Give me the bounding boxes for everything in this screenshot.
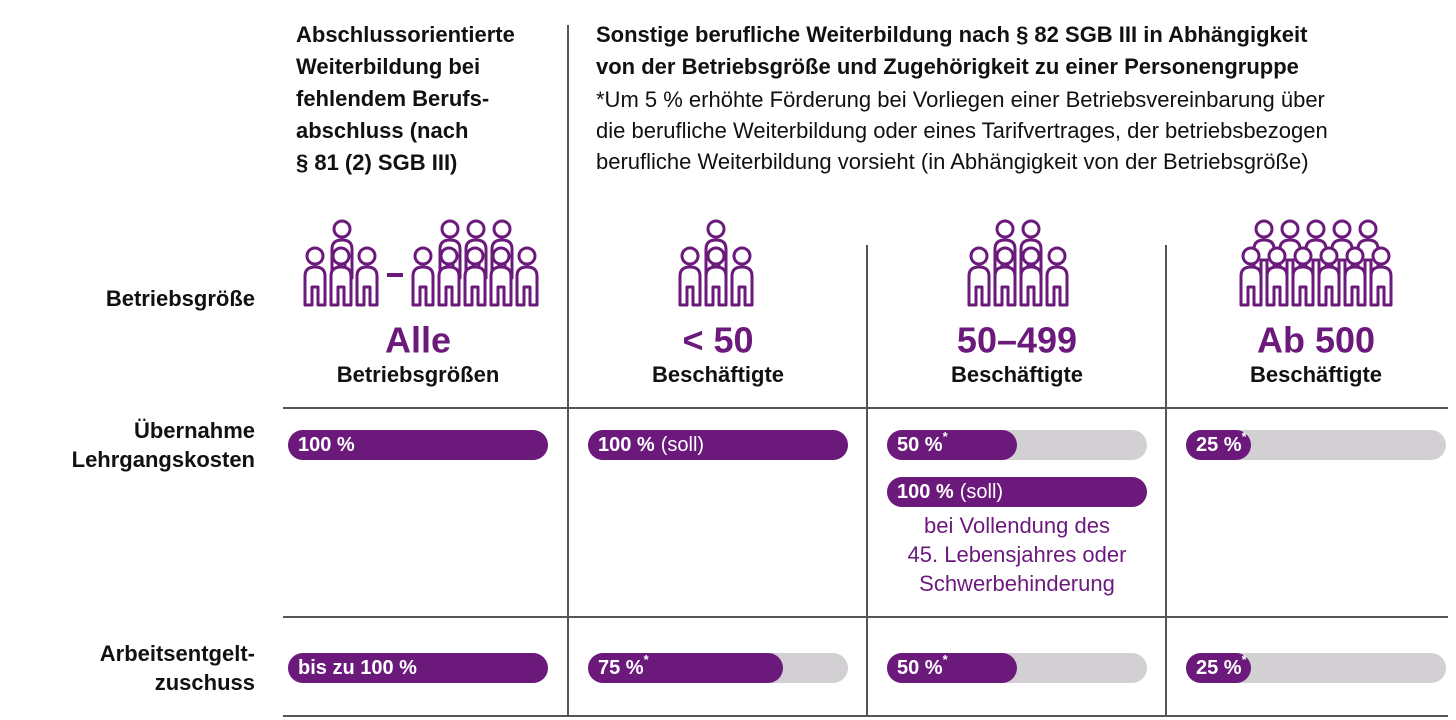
header-left: Abschlussorientierte bbox=[296, 22, 515, 47]
bar-label: 50 %* bbox=[897, 652, 949, 679]
person-icon bbox=[463, 246, 487, 307]
person-icon bbox=[1343, 246, 1367, 307]
bar bbox=[887, 477, 1147, 507]
value-label: 75 % bbox=[598, 657, 644, 679]
bar bbox=[288, 430, 548, 460]
suffix: (soll) bbox=[661, 434, 704, 456]
note-mark: * bbox=[644, 652, 650, 667]
value-label: 50 % bbox=[897, 434, 943, 456]
person-icon bbox=[704, 246, 728, 307]
bar bbox=[887, 653, 1017, 683]
bar bbox=[288, 653, 548, 683]
people-icons bbox=[303, 219, 1393, 307]
note-mark: * bbox=[943, 429, 949, 444]
person-icon bbox=[515, 246, 539, 307]
condition: Schwerbehinderung bbox=[919, 571, 1115, 596]
header-left: abschluss (nach bbox=[296, 118, 468, 143]
size-value: 50–499 bbox=[957, 320, 1077, 361]
bar-label: 50 %* bbox=[897, 429, 949, 456]
value-label: 50 % bbox=[897, 657, 943, 679]
bar-label: 25 %* bbox=[1196, 652, 1248, 679]
value-label: 100 % bbox=[897, 481, 954, 503]
person-icon bbox=[1291, 246, 1315, 307]
bar bbox=[588, 653, 783, 683]
bar-label: 75 %* bbox=[598, 652, 650, 679]
person-icon bbox=[437, 246, 461, 307]
person-icon bbox=[1369, 246, 1393, 307]
size-unit: Beschäftigte bbox=[1250, 362, 1382, 387]
value-label: 25 % bbox=[1196, 657, 1242, 679]
size-unit: Beschäftigte bbox=[652, 362, 784, 387]
header-note: *Um 5 % erhöhte Förderung bei Vorliegen … bbox=[596, 87, 1325, 112]
note-mark: * bbox=[943, 652, 949, 667]
person-icon bbox=[678, 246, 702, 307]
person-icon bbox=[355, 246, 379, 307]
row-label: zuschuss bbox=[155, 670, 255, 695]
person-icon bbox=[967, 246, 991, 307]
row-label: Betriebsgröße bbox=[106, 286, 255, 311]
person-icon bbox=[489, 246, 513, 307]
suffix: (soll) bbox=[960, 481, 1003, 503]
person-icon bbox=[329, 246, 353, 307]
person-icon bbox=[1317, 246, 1341, 307]
size-unit: Beschäftigte bbox=[951, 362, 1083, 387]
bar-track bbox=[1186, 430, 1446, 460]
value-label: 100 % bbox=[298, 434, 355, 456]
person-icon bbox=[730, 246, 754, 307]
size-value: Alle bbox=[385, 320, 451, 361]
row-label: Lehrgangskosten bbox=[72, 447, 255, 472]
bar bbox=[887, 430, 1017, 460]
bar bbox=[588, 430, 848, 460]
person-icon bbox=[303, 246, 327, 307]
bar-label: bis zu 100 % bbox=[298, 657, 417, 679]
header-title: Sonstige berufliche Weiterbildung nach §… bbox=[596, 22, 1308, 47]
bar-track bbox=[1186, 653, 1446, 683]
size-value: Ab 500 bbox=[1257, 320, 1375, 361]
note-mark: * bbox=[1242, 429, 1248, 444]
person-icon bbox=[1045, 246, 1069, 307]
size-unit: Betriebsgrößen bbox=[337, 362, 500, 387]
value-label: 25 % bbox=[1196, 434, 1242, 456]
row-label: Arbeitsentgelt- bbox=[100, 641, 255, 666]
person-icon bbox=[1019, 246, 1043, 307]
header-note: die berufliche Weiterbildung oder eines … bbox=[596, 118, 1328, 143]
value-label: 100 % bbox=[598, 434, 655, 456]
bar bbox=[1186, 653, 1251, 683]
size-value: < 50 bbox=[682, 320, 753, 361]
bar bbox=[1186, 430, 1251, 460]
condition: bei Vollendung des bbox=[924, 513, 1110, 538]
bar-label: 100 % (soll) bbox=[897, 481, 1003, 503]
header-left: Weiterbildung bei bbox=[296, 54, 480, 79]
header-note: berufliche Weiterbildung vorsieht (in Ab… bbox=[596, 149, 1309, 174]
header-title: von der Betriebsgröße und Zugehörigkeit … bbox=[596, 54, 1299, 79]
person-icon bbox=[1239, 246, 1263, 307]
row-label: Übernahme bbox=[134, 418, 255, 443]
bar-label: 25 %* bbox=[1196, 429, 1248, 456]
bar-label: 100 % bbox=[298, 434, 355, 456]
header-left: fehlendem Berufs- bbox=[296, 86, 489, 111]
header-left: § 81 (2) SGB III) bbox=[296, 150, 457, 175]
note-mark: * bbox=[1242, 652, 1248, 667]
rules bbox=[283, 25, 1448, 717]
value-label: bis zu 100 % bbox=[298, 657, 417, 679]
person-icon bbox=[1265, 246, 1289, 307]
bar-label: 100 % (soll) bbox=[598, 434, 704, 456]
person-icon bbox=[411, 246, 435, 307]
condition: 45. Lebensjahres oder bbox=[908, 542, 1127, 567]
person-icon bbox=[993, 246, 1017, 307]
